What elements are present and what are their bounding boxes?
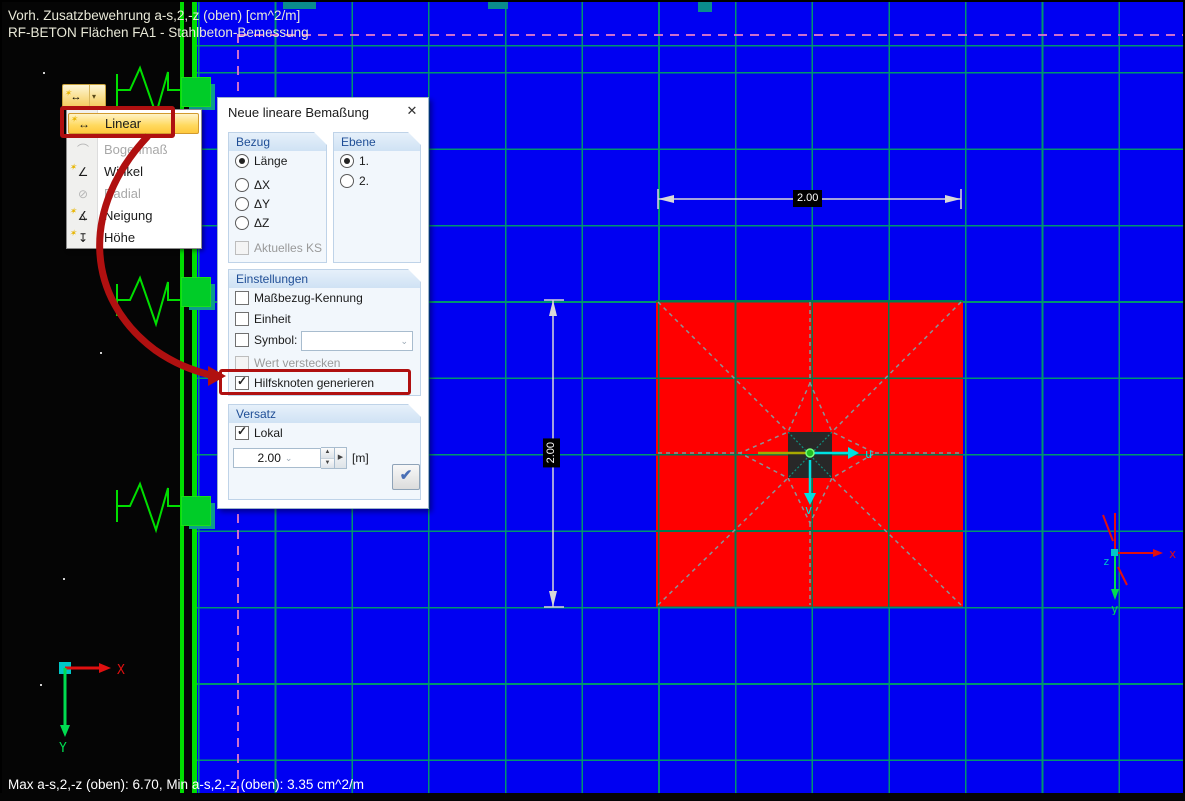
- node-marker[interactable]: [181, 496, 211, 526]
- versatz-value-row: 2.00 ⌄ ▲ ▼ ▶ [m]: [233, 447, 369, 469]
- menu-item-neigung[interactable]: ✶ ∡ Neigung: [69, 205, 153, 224]
- group-versatz-header: Versatz: [229, 404, 421, 423]
- versatz-unit-label: [m]: [352, 451, 369, 465]
- clipped-object-marker: [698, 2, 712, 12]
- chevron-down-icon[interactable]: ⌄: [400, 335, 408, 346]
- checkbox-icon[interactable]: [235, 241, 249, 255]
- wall-edge-line: [180, 2, 184, 793]
- axis-z-label: z: [1103, 555, 1110, 568]
- checkbox-icon[interactable]: [235, 312, 249, 326]
- slope-dimension-icon: ✶ ∡: [69, 205, 89, 223]
- global-x-label: X: [117, 663, 125, 678]
- radio-icon[interactable]: [235, 216, 249, 230]
- radio-icon[interactable]: [340, 174, 354, 188]
- axis-v-label: v: [805, 503, 812, 517]
- workplane-guide-horizontal: [238, 34, 1183, 36]
- clipped-object-marker: [283, 2, 316, 9]
- grid-dot: [63, 578, 65, 580]
- menu-item-bogenmass[interactable]: ⌒ Bogenmaß: [68, 139, 199, 160]
- global-y-label: Y: [59, 741, 67, 755]
- result-title-line1: Vorh. Zusatzbewehrung a-s,2,-z (oben) [c…: [8, 8, 301, 23]
- node-marker[interactable]: [181, 77, 211, 107]
- wall-edge-line: [192, 2, 197, 793]
- menu-item-hoehe[interactable]: ✶ ↧ Höhe: [69, 227, 136, 246]
- checkbox-aktuelles-ks[interactable]: Aktuelles KS: [235, 241, 322, 255]
- dimension-value-horizontal[interactable]: 2.00: [793, 190, 823, 207]
- new-linear-dimension-dialog: Neue lineare Bemaßung ✕ Bezug Länge ΔX Δ…: [217, 97, 429, 509]
- linear-dimension-icon: ✶ ↔: [70, 113, 90, 131]
- grid-dot: [43, 72, 45, 74]
- angle-dimension-icon: ✶ ∠: [69, 161, 89, 179]
- radio-delta-x[interactable]: ΔX: [235, 178, 270, 192]
- menu-item-winkel[interactable]: ✶ ∠ Winkel: [69, 161, 144, 180]
- group-ebene: Ebene: [333, 132, 421, 263]
- axis-y-label: y: [1111, 602, 1118, 615]
- symbol-combobox[interactable]: ⌄: [301, 331, 413, 351]
- versatz-spinner[interactable]: ▲ ▼: [321, 447, 335, 469]
- view-coordinate-system: x y z: [1102, 513, 1176, 615]
- close-icon[interactable]: ✕: [406, 103, 418, 118]
- radio-icon[interactable]: [340, 154, 354, 168]
- linear-dimension-tool-icon: ✶ ↔: [64, 87, 82, 103]
- axis-x-label: x: [1169, 547, 1176, 561]
- dimension-tool-button[interactable]: ✶ ↔ ▾: [62, 84, 106, 109]
- checkbox-icon[interactable]: [235, 333, 249, 347]
- radial-dimension-icon: ⊘: [77, 186, 89, 201]
- group-bezug-header: Bezug: [229, 132, 327, 151]
- spin-down-icon[interactable]: ▼: [321, 458, 334, 468]
- elevation-dimension-icon: ✶ ↧: [69, 227, 89, 245]
- checkbox-lokal[interactable]: Lokal: [235, 426, 283, 440]
- checkbox-wert-verstecken[interactable]: Wert verstecken: [235, 356, 340, 370]
- grid-dot: [40, 684, 42, 686]
- radio-icon[interactable]: [235, 197, 249, 211]
- radio-ebene-1[interactable]: 1.: [340, 154, 369, 168]
- group-bezug: Bezug: [228, 132, 327, 263]
- ok-button[interactable]: ✔: [392, 464, 420, 490]
- radio-laenge[interactable]: Länge: [235, 154, 287, 168]
- spin-up-icon[interactable]: ▲: [321, 448, 334, 459]
- result-title-line2: RF-BETON Flächen FA1 - Stahlbeton-Bemess…: [8, 25, 309, 40]
- checkbox-symbol[interactable]: Symbol:: [235, 333, 297, 347]
- dialog-title: Neue lineare Bemaßung: [228, 105, 369, 120]
- radio-delta-z[interactable]: ΔZ: [235, 216, 269, 230]
- checkbox-icon[interactable]: [235, 356, 249, 370]
- group-ebene-header: Ebene: [334, 132, 421, 151]
- checkbox-massbezug-kennung[interactable]: Maßbezug-Kennung: [235, 291, 363, 305]
- checkbox-icon[interactable]: [235, 291, 249, 305]
- bottom-frame: [0, 793, 1185, 801]
- menu-item-linear[interactable]: ✶ ↔ Linear: [68, 113, 199, 134]
- spring-support-symbol: [116, 275, 182, 328]
- node-marker[interactable]: [181, 277, 211, 307]
- radio-ebene-2[interactable]: 2.: [340, 174, 369, 188]
- radio-icon[interactable]: [235, 178, 249, 192]
- checkbox-icon[interactable]: [235, 426, 249, 440]
- concrete-surface[interactable]: u v: [656, 300, 963, 607]
- dimension-value-vertical[interactable]: 2.00: [543, 438, 560, 468]
- checkbox-einheit[interactable]: Einheit: [235, 312, 291, 326]
- highlight-box-hilfsknoten: [219, 369, 411, 395]
- global-coordinate-system: X Y: [59, 662, 125, 755]
- dropdown-arrow-icon[interactable]: ▾: [89, 85, 98, 108]
- arc-dimension-icon: ⌒: [76, 143, 89, 157]
- highlight-box-linear: [60, 106, 175, 138]
- radio-icon[interactable]: [235, 154, 249, 168]
- spring-support-symbol: [116, 481, 182, 534]
- chevron-down-icon[interactable]: ⌄: [284, 452, 293, 463]
- group-einstellungen-header: Einstellungen: [229, 269, 421, 288]
- checkbox-hilfsknoten-generieren[interactable]: Hilfsknoten generieren: [235, 376, 374, 390]
- surface-mesh: u v: [657, 301, 962, 606]
- checkbox-icon[interactable]: [235, 376, 249, 390]
- versatz-value-combobox[interactable]: 2.00 ⌄: [233, 448, 321, 468]
- grid-dot: [100, 352, 102, 354]
- axis-u-label: u: [865, 447, 872, 461]
- radio-delta-y[interactable]: ΔY: [235, 197, 270, 211]
- status-bar-extremes: Max a-s,2,-z (oben): 6.70, Min a-s,2,-z …: [8, 777, 364, 792]
- versatz-pick-button[interactable]: ▶: [335, 447, 347, 469]
- clipped-object-marker: [488, 2, 508, 9]
- menu-item-radial[interactable]: ⊘ Radial: [68, 183, 199, 204]
